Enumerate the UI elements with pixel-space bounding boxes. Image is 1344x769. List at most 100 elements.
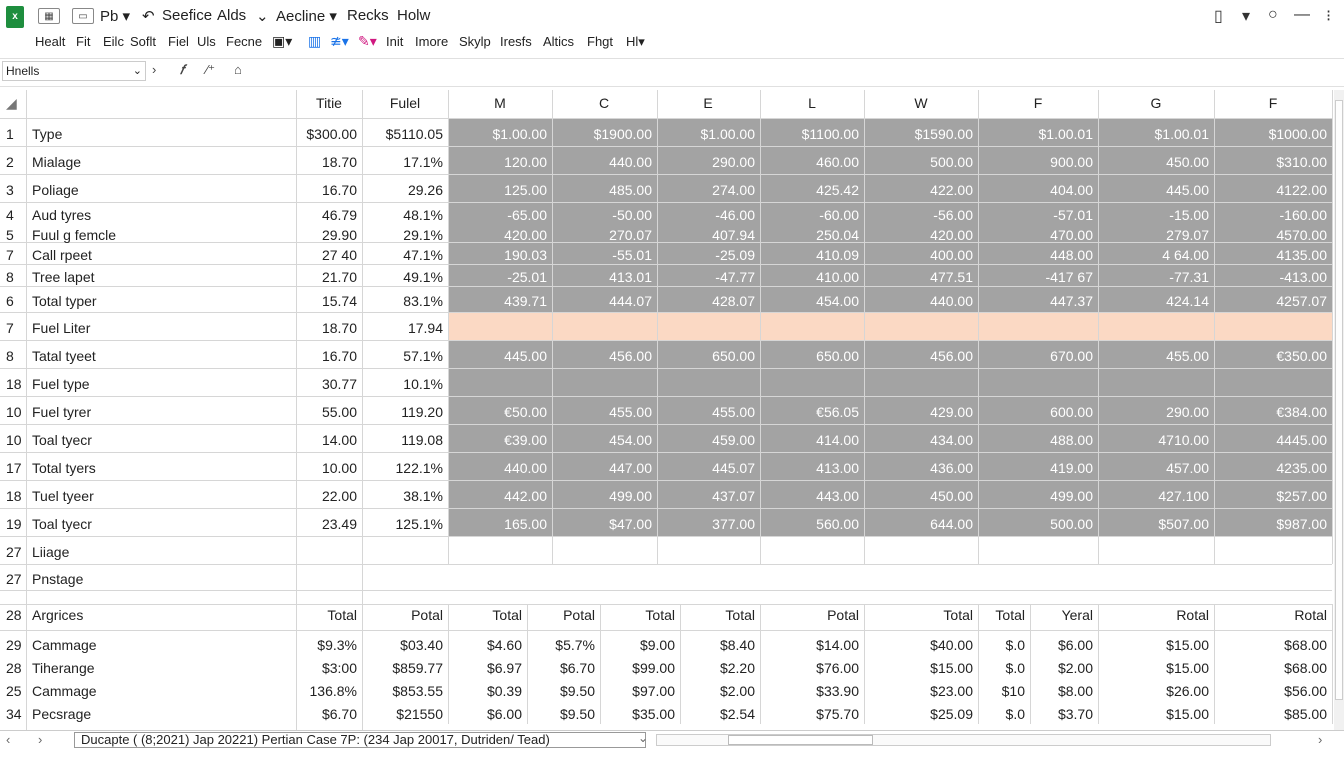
formula-tool-icon[interactable]: ⁄⁺: [206, 62, 216, 77]
summary-cell[interactable]: $75.70: [816, 706, 859, 722]
table-cell[interactable]: 436.00: [930, 460, 973, 476]
table-cell[interactable]: 650.00: [712, 348, 755, 364]
table-cell[interactable]: 447.37: [1050, 293, 1093, 309]
table-cell[interactable]: 422.00: [930, 182, 973, 198]
table-cell[interactable]: 290.00: [712, 154, 755, 170]
table-cell[interactable]: €384.00: [1276, 404, 1327, 420]
row-label[interactable]: Poliage: [32, 182, 79, 198]
table-cell[interactable]: 488.00: [1050, 432, 1093, 448]
menu-fhgt[interactable]: Fhgt: [587, 34, 614, 49]
table-cell[interactable]: 125.00: [504, 182, 547, 198]
table-cell[interactable]: 600.00: [1050, 404, 1093, 420]
table-cell[interactable]: 499.00: [609, 488, 652, 504]
table-cell[interactable]: 670.00: [1050, 348, 1093, 364]
table-cell[interactable]: 4135.00: [1276, 247, 1327, 263]
function-icon[interactable]: 𝑓: [180, 62, 185, 77]
table-cell[interactable]: $5110.05: [385, 126, 443, 142]
title-item-aecline[interactable]: Aecline ▾: [276, 8, 337, 25]
table-cell[interactable]: 279.07: [1166, 227, 1209, 243]
table-cell[interactable]: 4 64.00: [1162, 247, 1209, 263]
table-cell[interactable]: 456.00: [609, 348, 652, 364]
table-cell[interactable]: 450.00: [930, 488, 973, 504]
table-cell[interactable]: 459.00: [712, 432, 755, 448]
table-cell[interactable]: -55.01: [612, 247, 652, 263]
row-number[interactable]: 2: [6, 154, 14, 170]
menu-soflt[interactable]: Soflt: [130, 34, 157, 49]
column-header[interactable]: M: [494, 95, 506, 111]
row-label[interactable]: Toal tyecr: [32, 516, 92, 532]
table-cell[interactable]: -25.01: [507, 269, 547, 285]
table-cell[interactable]: $1100.00: [801, 126, 859, 142]
column-header[interactable]: Fulel: [389, 95, 421, 111]
table-cell[interactable]: $1.00.00: [700, 126, 756, 142]
horizontal-scroll-thumb[interactable]: [728, 735, 873, 745]
title-item-alds[interactable]: Alds: [217, 7, 247, 24]
summary-cell[interactable]: Total: [327, 607, 357, 623]
row-number[interactable]: 8: [6, 348, 14, 364]
table-cell[interactable]: -50.00: [612, 207, 652, 223]
table-cell[interactable]: 445.07: [712, 460, 755, 476]
row-number[interactable]: 29: [6, 637, 22, 653]
summary-cell[interactable]: $68.00: [1284, 637, 1327, 653]
summary-cell[interactable]: $99.00: [632, 660, 675, 676]
summary-cell[interactable]: $26.00: [1166, 683, 1209, 699]
row-label[interactable]: Pecsrage: [32, 706, 92, 722]
layout-icon[interactable]: ▣▾: [272, 33, 293, 49]
table-cell[interactable]: 447.00: [609, 460, 652, 476]
table-cell[interactable]: 57.1%: [403, 348, 443, 364]
table-cell[interactable]: 427.100: [1158, 488, 1209, 504]
summary-cell[interactable]: $0.39: [486, 683, 522, 699]
table-cell[interactable]: 29.1%: [403, 227, 443, 243]
table-cell[interactable]: 442.00: [504, 488, 547, 504]
table-cell[interactable]: 440.00: [609, 154, 652, 170]
table-cell[interactable]: 440.00: [930, 293, 973, 309]
spreadsheet-grid[interactable]: Titie Fulel M C E L W F G F ◢ 1 Type $300.00 $5110.05 $…: [0, 90, 1334, 730]
table-cell[interactable]: 500.00: [930, 154, 973, 170]
summary-cell[interactable]: $15.00: [930, 660, 973, 676]
summary-cell[interactable]: $6.00: [486, 706, 522, 722]
menu-fiel[interactable]: Fiel: [168, 34, 189, 49]
chart-icon[interactable]: ▥: [308, 33, 322, 49]
table-cell[interactable]: 55.00: [321, 404, 357, 420]
table-cell[interactable]: 4122.00: [1276, 182, 1327, 198]
row-label[interactable]: Total typer: [32, 293, 97, 309]
table-cell[interactable]: $257.00: [1276, 488, 1327, 504]
table-cell[interactable]: 120.00: [504, 154, 547, 170]
summary-cell[interactable]: $97.00: [632, 683, 675, 699]
table-cell[interactable]: -60.00: [819, 207, 859, 223]
table-cell[interactable]: 23.49: [321, 516, 357, 532]
column-header[interactable]: C: [598, 95, 610, 111]
table-cell[interactable]: $1.00.01: [1154, 126, 1210, 142]
menu-altics[interactable]: Altics: [543, 34, 575, 49]
row-number[interactable]: 1: [6, 126, 14, 142]
sheet-tab[interactable]: Ducapte ( (8;2021) Jap 20221) Pertian Ca…: [74, 732, 646, 748]
table-cell[interactable]: 83.1%: [403, 293, 443, 309]
chevron-down-icon[interactable]: ▾: [1242, 8, 1251, 25]
table-cell[interactable]: 650.00: [816, 348, 859, 364]
summary-cell[interactable]: $8.40: [719, 637, 755, 653]
table-cell[interactable]: 404.00: [1050, 182, 1093, 198]
row-number[interactable]: 25: [6, 683, 22, 699]
table-cell[interactable]: 445.00: [1166, 182, 1209, 198]
table-cell[interactable]: 439.71: [504, 293, 547, 309]
table-cell[interactable]: 27 40: [321, 247, 357, 263]
table-cell[interactable]: 424.14: [1166, 293, 1209, 309]
summary-cell[interactable]: $2.54: [719, 706, 755, 722]
summary-cell[interactable]: $9.00: [639, 637, 675, 653]
column-header[interactable]: F: [1268, 95, 1278, 111]
scroll-right-icon[interactable]: ›: [38, 732, 43, 747]
table-cell[interactable]: 14.00: [321, 432, 357, 448]
table-cell[interactable]: 30.77: [321, 376, 357, 392]
table-cell[interactable]: 455.00: [1166, 348, 1209, 364]
summary-cell[interactable]: $9.50: [559, 706, 595, 722]
chevron-down-icon[interactable]: ⌄: [256, 8, 269, 25]
table-cell[interactable]: 10.1%: [403, 376, 443, 392]
row-label[interactable]: Tiherange: [32, 660, 95, 676]
summary-cell[interactable]: Total: [725, 607, 755, 623]
row-number[interactable]: 7: [6, 247, 14, 263]
table-cell[interactable]: -65.00: [507, 207, 547, 223]
summary-cell[interactable]: $5.7%: [555, 637, 595, 653]
spreadsheet-app-icon[interactable]: x: [6, 6, 24, 28]
column-header[interactable]: Titie: [316, 95, 342, 111]
table-cell[interactable]: 419.00: [1050, 460, 1093, 476]
